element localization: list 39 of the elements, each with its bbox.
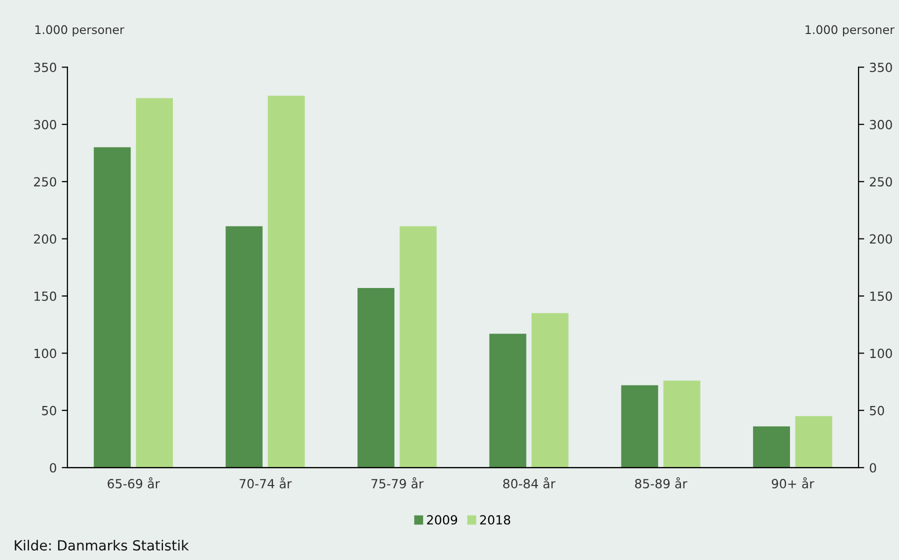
- bar: [358, 288, 394, 468]
- x-tick-label: 80-84 år: [503, 477, 556, 488]
- x-tick-label: 65-69 år: [108, 477, 160, 488]
- y2-tick-label: 150: [870, 291, 892, 301]
- x-tick-label: 75-79 år: [372, 477, 424, 488]
- bar: [136, 98, 173, 468]
- y-axis-title: 1.000 personer: [35, 25, 124, 36]
- y-tick-label: 300: [34, 120, 56, 130]
- y2-tick-label: 300: [870, 120, 892, 130]
- y2-tick-label: 350: [870, 62, 892, 72]
- x-tick-label: 85-89 år: [635, 477, 688, 488]
- y-tick-label: 150: [34, 291, 56, 301]
- bar: [94, 147, 131, 468]
- bar: [489, 334, 526, 468]
- y-tick-label: 50: [42, 406, 56, 416]
- bar: [795, 416, 832, 468]
- y-tick-label: 100: [34, 348, 56, 358]
- x-tick-label: 90+ år: [772, 477, 814, 488]
- x-tick-label: 70-74 år: [240, 477, 292, 488]
- legend-label: 2018: [480, 515, 510, 525]
- y2-tick-label: 250: [870, 177, 892, 187]
- y2-tick-label: 100: [870, 348, 892, 358]
- text: Kilde: Danmarks Statistik: [14, 540, 189, 551]
- y2-axis-title: 1.000 personer: [806, 25, 895, 36]
- y-tick-label: 200: [34, 234, 56, 244]
- bar: [400, 226, 437, 468]
- y2-tick-label: 200: [870, 234, 892, 244]
- bar: [226, 226, 263, 468]
- y-tick-label: 0: [50, 463, 56, 473]
- legend-label: 2009: [427, 515, 458, 525]
- bar: [268, 96, 305, 468]
- y-tick-label: 250: [34, 177, 56, 187]
- y2-tick-label: 50: [870, 406, 884, 416]
- y-tick-label: 350: [34, 62, 56, 72]
- bar: [663, 380, 700, 468]
- bar: [753, 426, 790, 468]
- bar: [621, 385, 658, 468]
- y2-tick-label: 0: [870, 463, 876, 473]
- bar: [532, 313, 568, 468]
